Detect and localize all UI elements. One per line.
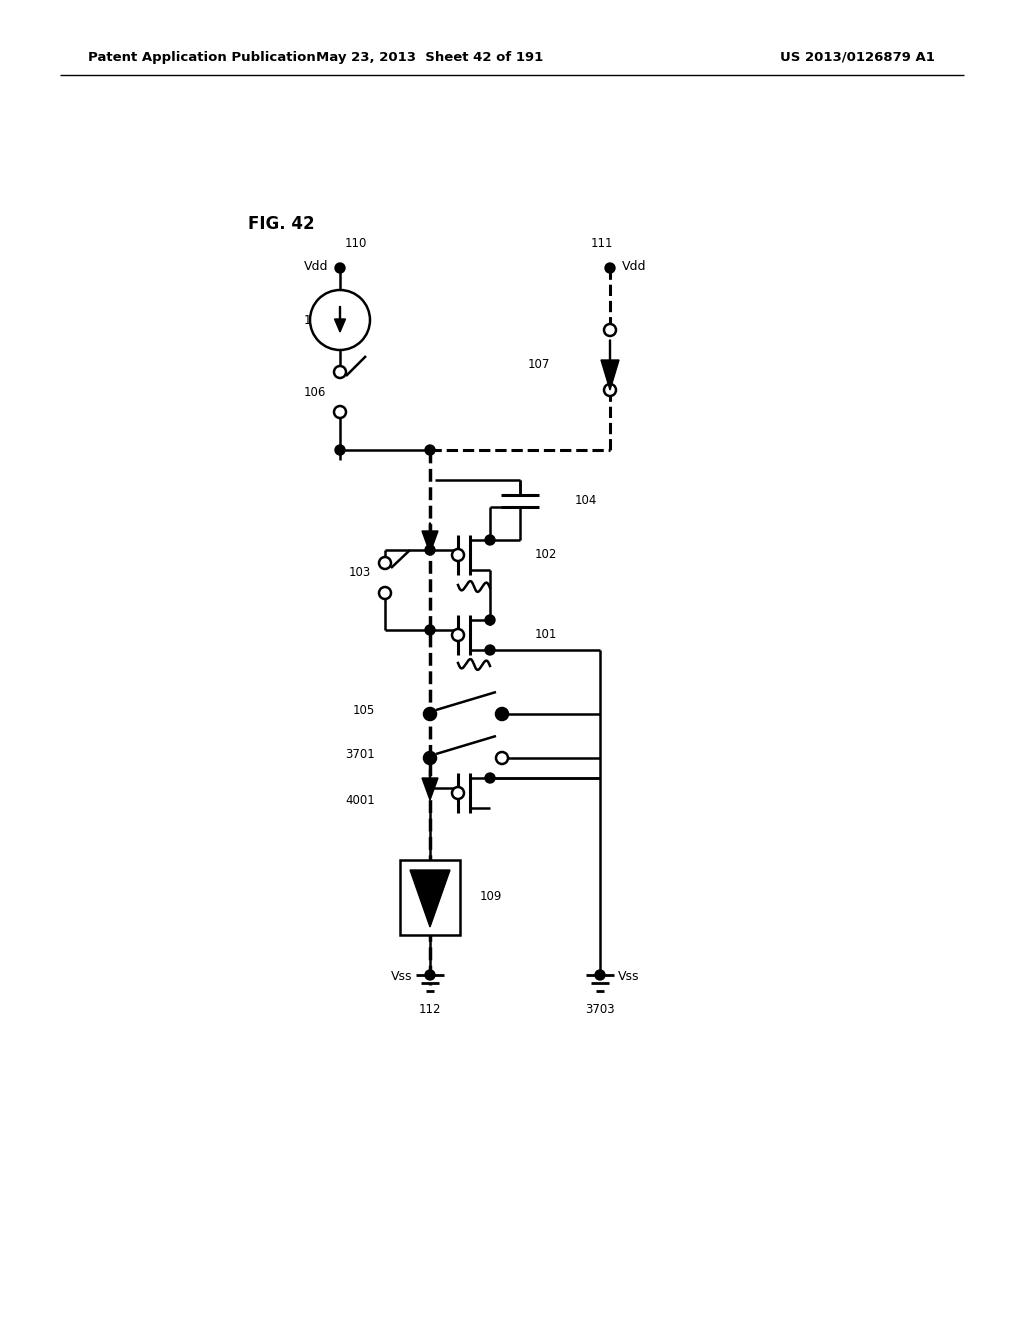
- Circle shape: [425, 445, 435, 455]
- Circle shape: [497, 709, 507, 719]
- Circle shape: [452, 549, 464, 561]
- Text: FIG. 42: FIG. 42: [248, 215, 314, 234]
- Circle shape: [425, 970, 435, 979]
- Circle shape: [485, 615, 495, 624]
- Circle shape: [334, 407, 346, 418]
- Circle shape: [425, 545, 435, 554]
- Circle shape: [485, 645, 495, 655]
- FancyArrow shape: [601, 341, 618, 389]
- Text: 105: 105: [352, 704, 375, 717]
- Circle shape: [379, 587, 391, 599]
- FancyArrow shape: [422, 523, 438, 553]
- Text: Vss: Vss: [390, 970, 412, 983]
- FancyArrow shape: [422, 770, 438, 800]
- FancyArrow shape: [335, 306, 345, 333]
- Circle shape: [335, 263, 345, 273]
- Circle shape: [310, 290, 370, 350]
- Text: 108: 108: [304, 314, 326, 326]
- Text: Vdd: Vdd: [622, 260, 646, 272]
- Circle shape: [496, 708, 508, 719]
- Text: 102: 102: [535, 549, 557, 561]
- Circle shape: [485, 774, 495, 783]
- Text: May 23, 2013  Sheet 42 of 191: May 23, 2013 Sheet 42 of 191: [316, 50, 544, 63]
- Text: 3701: 3701: [345, 747, 375, 760]
- Circle shape: [425, 709, 435, 719]
- Circle shape: [379, 557, 391, 569]
- Text: 104: 104: [575, 494, 597, 507]
- Circle shape: [424, 708, 436, 719]
- Text: 106: 106: [304, 385, 326, 399]
- Circle shape: [604, 323, 616, 337]
- Text: 110: 110: [345, 238, 368, 249]
- Text: 107: 107: [527, 359, 550, 371]
- Circle shape: [605, 263, 615, 273]
- Circle shape: [604, 384, 616, 396]
- Text: 103: 103: [349, 566, 371, 579]
- Text: Vss: Vss: [618, 970, 640, 983]
- Circle shape: [335, 445, 345, 455]
- Text: 3703: 3703: [585, 1003, 614, 1016]
- Circle shape: [452, 787, 464, 799]
- Bar: [400, 861, 460, 935]
- Circle shape: [595, 970, 605, 979]
- Text: Patent Application Publication: Patent Application Publication: [88, 50, 315, 63]
- Circle shape: [424, 752, 436, 764]
- Circle shape: [452, 630, 464, 642]
- Circle shape: [425, 752, 435, 763]
- Circle shape: [496, 752, 508, 764]
- Text: US 2013/0126879 A1: US 2013/0126879 A1: [780, 50, 935, 63]
- Text: 112: 112: [419, 1003, 441, 1016]
- Circle shape: [334, 366, 346, 378]
- Circle shape: [485, 535, 495, 545]
- Circle shape: [425, 624, 435, 635]
- Text: 109: 109: [480, 891, 503, 903]
- Text: Vdd: Vdd: [303, 260, 328, 272]
- Polygon shape: [410, 870, 450, 927]
- Text: 4001: 4001: [345, 793, 375, 807]
- Text: 111: 111: [591, 238, 613, 249]
- Text: 101: 101: [535, 628, 557, 642]
